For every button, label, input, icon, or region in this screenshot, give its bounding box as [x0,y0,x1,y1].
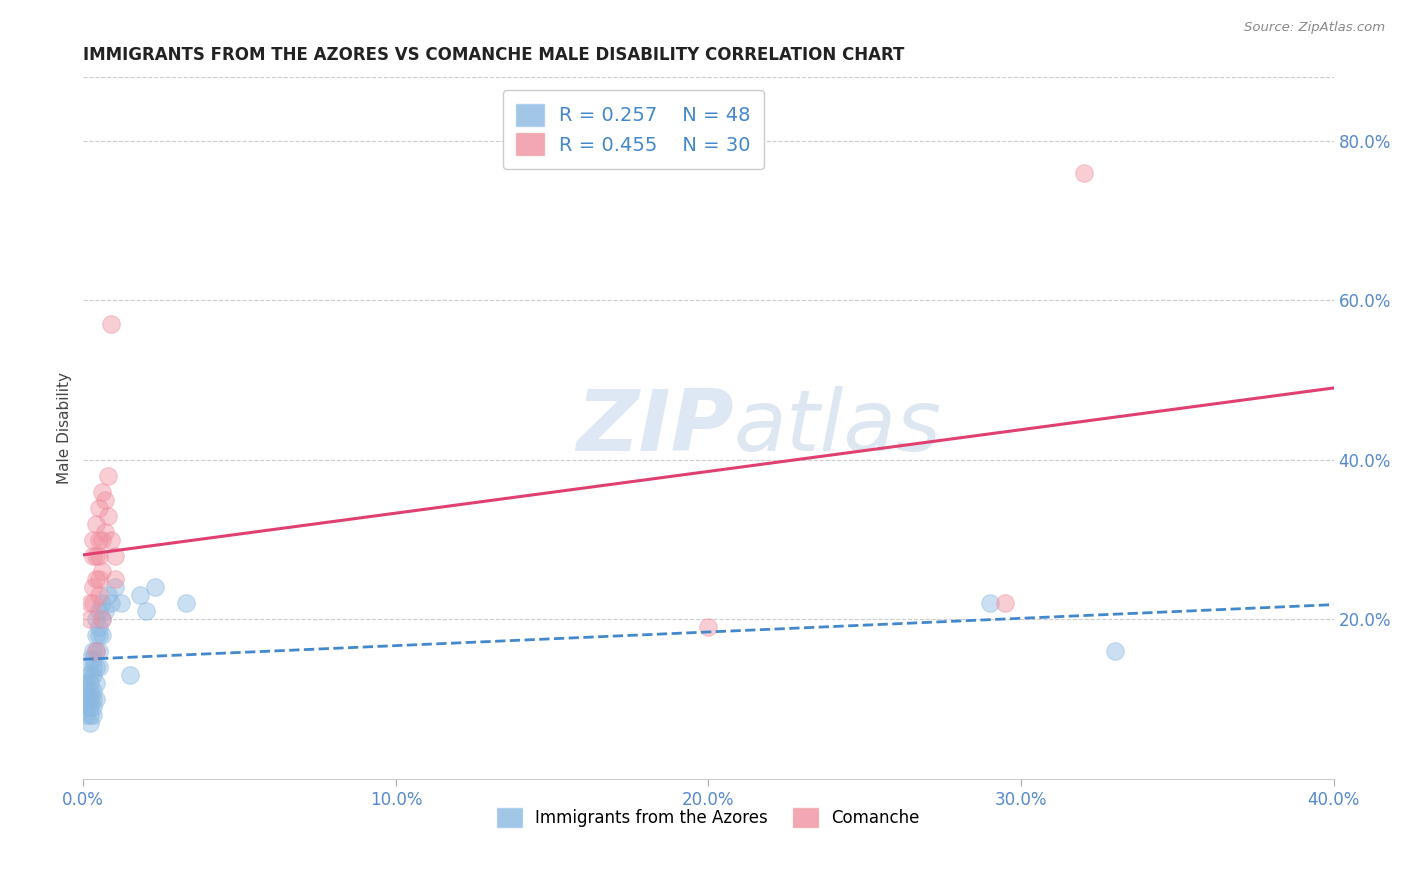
Point [87,620,110,634]
Point [94,524,117,539]
Point [97,468,120,483]
Point [87,644,110,658]
Point [91,533,114,547]
Point [84,516,107,531]
Point [103,581,125,595]
Legend: Immigrants from the Azores, Comanche: Immigrants from the Azores, Comanche [491,802,927,834]
Point [103,549,125,563]
Point [94,492,117,507]
Point [82,668,104,682]
Point [84,628,107,642]
Point [75,668,97,682]
Point [87,533,110,547]
Point [82,549,104,563]
Point [1073,166,1095,180]
Point [91,612,114,626]
Point [128,589,150,603]
Point [91,484,114,499]
Point [143,581,166,595]
Point [87,628,110,642]
Point [91,628,114,642]
Point [82,596,104,610]
Point [79,692,101,706]
Point [100,533,122,547]
Point [91,596,114,610]
Point [103,573,125,587]
Point [91,565,114,579]
Point [82,684,104,698]
Point [84,676,107,690]
Point [135,604,157,618]
Point [82,652,104,666]
Point [75,684,97,698]
Point [82,533,104,547]
Point [120,668,142,682]
Point [79,716,101,731]
Point [82,660,104,674]
Point [84,573,107,587]
Point [79,676,101,690]
Point [79,668,101,682]
Point [1104,644,1126,658]
Point [94,604,117,618]
Point [79,652,101,666]
Point [87,660,110,674]
Point [97,508,120,523]
Point [75,692,97,706]
Point [82,581,104,595]
Point [84,644,107,658]
Point [82,700,104,714]
Point [87,549,110,563]
Point [82,692,104,706]
Text: IMMIGRANTS FROM THE AZORES VS COMANCHE MALE DISABILITY CORRELATION CHART: IMMIGRANTS FROM THE AZORES VS COMANCHE M… [83,46,904,64]
Point [84,692,107,706]
Point [979,596,1001,610]
Point [87,589,110,603]
Point [84,644,107,658]
Point [79,612,101,626]
Point [110,596,132,610]
Text: ZIP: ZIP [576,386,734,469]
Point [75,700,97,714]
Point [84,549,107,563]
Point [82,708,104,723]
Point [75,708,97,723]
Point [75,676,97,690]
Point [79,596,101,610]
Point [87,573,110,587]
Point [97,589,120,603]
Point [84,660,107,674]
Point [91,612,114,626]
Point [87,604,110,618]
Point [84,612,107,626]
Point [79,708,101,723]
Point [100,317,122,331]
Point [994,596,1017,610]
Text: atlas: atlas [734,386,942,469]
Point [100,596,122,610]
Point [87,500,110,515]
Point [79,684,101,698]
Point [82,644,104,658]
Point [79,700,101,714]
Point [176,596,198,610]
Text: Source: ZipAtlas.com: Source: ZipAtlas.com [1244,21,1385,34]
Y-axis label: Male Disability: Male Disability [58,372,72,483]
Point [697,620,720,634]
